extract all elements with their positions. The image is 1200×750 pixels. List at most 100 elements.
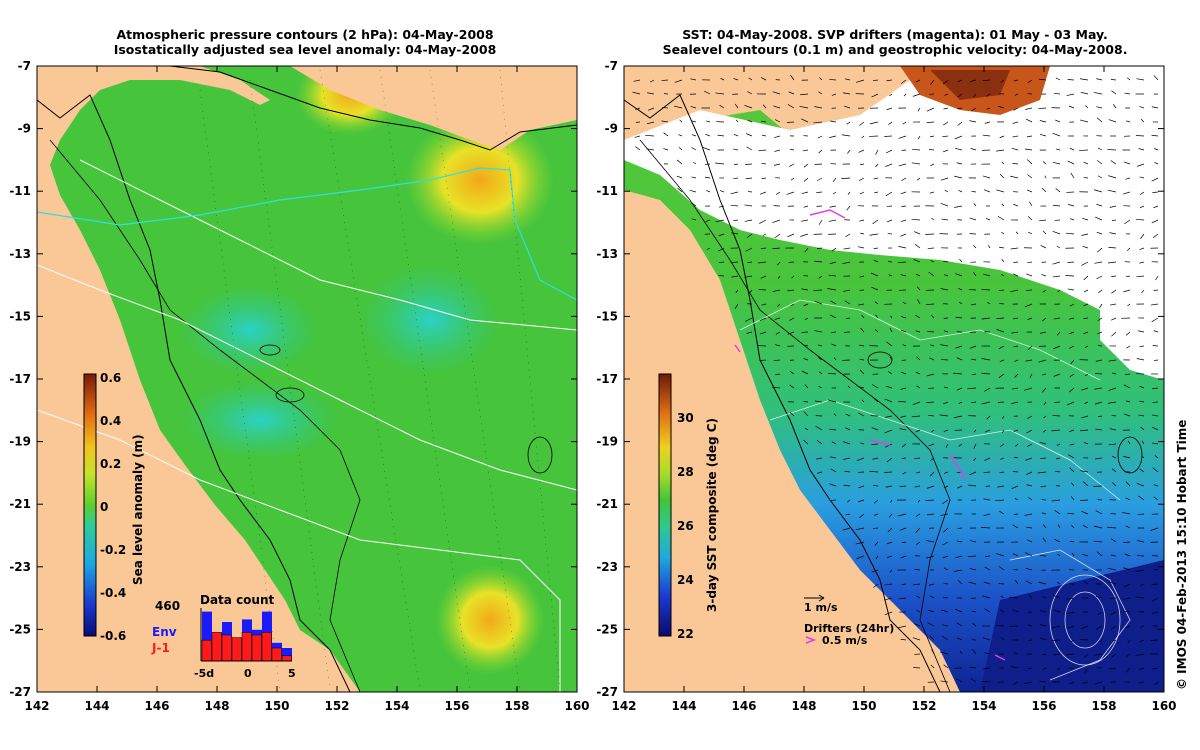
velocity-vector (1070, 639, 1075, 643)
velocity-vector (1013, 652, 1019, 655)
velocity-vector (1082, 553, 1089, 557)
velocity-vector (841, 134, 851, 137)
left-ytick-8: -23 (9, 560, 31, 574)
velocity-vector (1126, 275, 1131, 278)
velocity-vector (969, 217, 977, 221)
velocity-vector (875, 163, 879, 168)
velocity-vector (886, 457, 893, 463)
velocity-vector (844, 78, 851, 81)
velocity-vector (1013, 429, 1019, 432)
velocity-vector (1125, 481, 1131, 487)
velocity-vector (1012, 553, 1019, 557)
velocity-vector (1013, 345, 1019, 347)
velocity-vector (1024, 513, 1033, 516)
velocity-vector (1099, 639, 1103, 643)
velocity-vector (715, 162, 725, 165)
velocity-vector (998, 105, 1005, 109)
velocity-vector (984, 457, 991, 461)
velocity-vector (745, 247, 753, 252)
sla-tick-6: -0.6 (100, 629, 126, 643)
velocity-vector (1012, 135, 1019, 138)
velocity-vector (1135, 135, 1145, 137)
velocity-vector (871, 427, 879, 431)
velocity-vector (1151, 134, 1159, 137)
velocity-vector (929, 595, 935, 599)
velocity-vector (1039, 120, 1047, 123)
velocity-vector (1041, 274, 1047, 277)
velocity-vector (856, 457, 865, 462)
velocity-vector (1065, 232, 1075, 235)
velocity-vector (860, 232, 865, 235)
velocity-vector (1124, 219, 1131, 225)
pressure-contour-2 (37, 409, 561, 692)
velocity-vector (804, 427, 809, 431)
velocity-vector (1125, 625, 1131, 629)
velocity-vector (986, 107, 991, 110)
velocity-vector (1027, 624, 1033, 627)
velocity-vector (981, 289, 991, 291)
velocity-vector (828, 372, 837, 375)
left-title-line1: Atmospheric pressure contours (2 hPa): 0… (116, 27, 494, 42)
velocity-vector (633, 79, 641, 82)
velocity-vector (1109, 597, 1117, 599)
velocity-vector (900, 316, 907, 319)
velocity-vector (790, 74, 795, 81)
velocity-vector (1069, 443, 1075, 446)
velocity-vector (1135, 596, 1145, 599)
velocity-vector (900, 274, 907, 277)
velocity-vector (898, 597, 907, 600)
shelf-contour (49, 139, 361, 692)
velocity-vector (983, 513, 991, 517)
velocity-vector (1026, 526, 1033, 529)
sla-tick-5: -0.4 (100, 586, 126, 600)
velocity-vector (635, 107, 641, 110)
velocity-vector (758, 261, 767, 264)
velocity-vector (1109, 205, 1117, 208)
velocity-vector (1069, 345, 1075, 349)
velocity-vector (719, 190, 725, 193)
left-ytick-2: -11 (9, 184, 31, 198)
velocity-vector (744, 219, 753, 222)
velocity-vector (1083, 331, 1089, 335)
velocity-vector (872, 484, 879, 487)
velocity-vector (915, 330, 921, 333)
velocity-vector (927, 609, 935, 613)
velocity-vector (1025, 567, 1033, 571)
velocity-vector (803, 439, 809, 445)
velocity-vector (733, 219, 739, 222)
velocity-vector (968, 484, 977, 487)
velocity-vector (772, 289, 781, 292)
velocity-vector (803, 163, 809, 168)
right-title-line2: Sealevel contours (0.1 m) and geostrophi… (662, 42, 1128, 57)
velocity-vector (775, 331, 781, 335)
velocity-vector (917, 299, 921, 305)
velocity-vector (943, 664, 949, 669)
velocity-vector (885, 443, 893, 448)
velocity-vector (829, 135, 837, 138)
velocity-vector (972, 623, 977, 627)
velocity-vector (940, 288, 949, 291)
velocity-vector (789, 317, 795, 321)
velocity-vector (759, 191, 767, 195)
velocity-vector (1043, 415, 1047, 419)
velocity-vector (635, 146, 641, 151)
velocity-vector (689, 189, 697, 193)
velocity-vector (734, 103, 739, 109)
velocity-vector (1081, 415, 1089, 419)
velocity-vector (1025, 118, 1033, 123)
velocity-vector (789, 148, 795, 151)
velocity-vector (982, 680, 991, 683)
pressure-contour-1 (37, 264, 577, 491)
velocity-vector (985, 555, 991, 557)
velocity-vector (900, 79, 907, 84)
velocity-vector (733, 78, 739, 81)
velocity-vector (984, 652, 991, 655)
velocity-vector (1139, 176, 1145, 179)
velocity-vector (858, 485, 865, 489)
velocity-vector (1096, 231, 1103, 235)
velocity-vector (790, 177, 795, 181)
velocity-vector (981, 317, 991, 320)
velocity-vector (1153, 330, 1159, 333)
velocity-vector (715, 219, 725, 223)
velocity-vector (690, 105, 697, 109)
